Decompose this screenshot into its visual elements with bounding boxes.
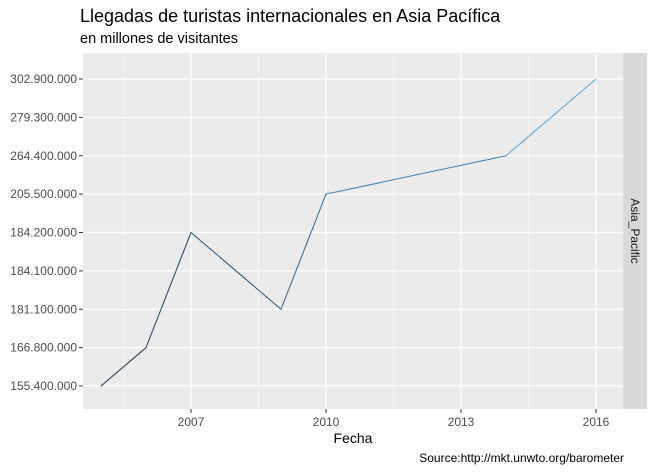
series-segment — [145, 232, 192, 349]
x-tick-label: 2016 — [583, 415, 610, 429]
y-axis: 155.400.000 166.800.000 181.100.000 184.100… — [10, 72, 83, 393]
series-segment — [505, 78, 597, 157]
y-tick-label: 184.200.000 — [10, 226, 77, 240]
major-gridlines — [83, 53, 623, 409]
y-tick-label: 155.400.000 — [10, 379, 77, 393]
y-tick-label: 279.300.000 — [10, 110, 77, 124]
series-line — [100, 78, 597, 387]
series-segment — [190, 232, 282, 310]
x-axis-title: Fecha — [334, 430, 373, 446]
plot-panel — [83, 53, 623, 409]
x-axis: 2007 2010 2013 2016 — [178, 409, 610, 429]
y-tick-label: 264.400.000 — [10, 149, 77, 163]
minor-gridlines — [123, 53, 529, 409]
y-tick-label: 166.800.000 — [10, 341, 77, 355]
y-tick-label: 181.100.000 — [10, 302, 77, 316]
x-tick-label: 2013 — [448, 415, 475, 429]
series-segment — [280, 193, 327, 310]
y-tick-label: 184.100.000 — [10, 264, 77, 278]
facet-strip-label: Asia_Pacific — [628, 198, 642, 263]
x-tick-label: 2007 — [178, 415, 205, 429]
source-caption: Source:http://mkt.unwto.org/barometer — [419, 451, 624, 465]
y-tick-label: 302.900.000 — [10, 72, 77, 86]
chart-subtitle: en millones de visitantes — [80, 31, 238, 47]
facet-strip — [623, 53, 647, 409]
x-tick-label: 2010 — [313, 415, 340, 429]
series-segment — [100, 347, 147, 387]
chart-title: Llegadas de turistas internacionales en … — [80, 6, 501, 26]
series-segment — [325, 155, 507, 195]
y-tick-label: 205.500.000 — [10, 187, 77, 201]
